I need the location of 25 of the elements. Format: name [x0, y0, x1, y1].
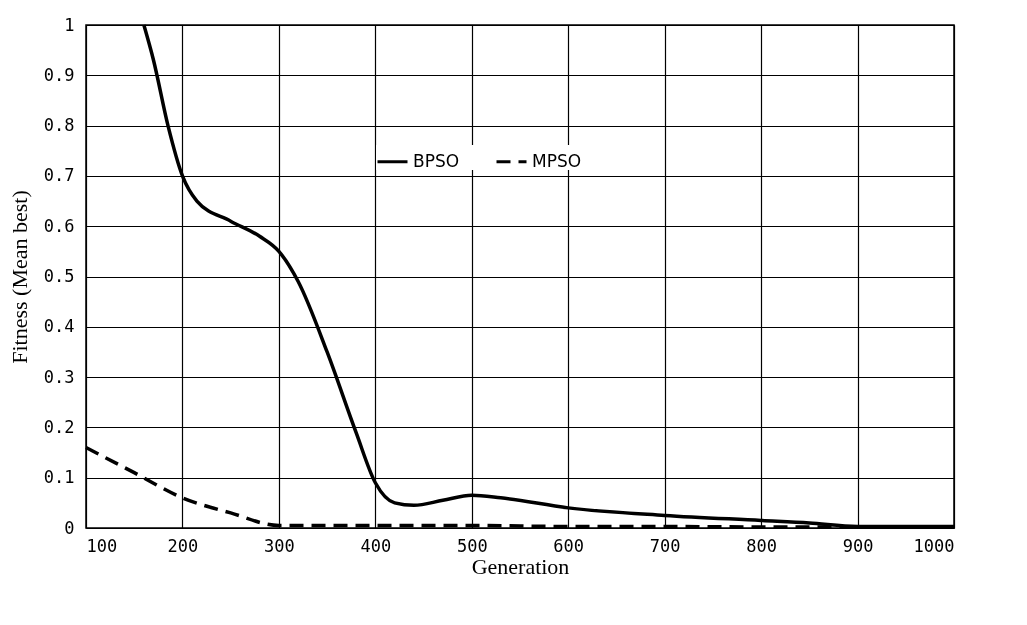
- legend-label: MPSO: [532, 150, 582, 171]
- x-tick-label: 200: [167, 535, 199, 556]
- x-tick-label: 600: [553, 535, 585, 556]
- y-tick-label: 0.6: [43, 215, 75, 236]
- y-tick-label: 0.3: [43, 366, 75, 387]
- y-tick-label: 0.8: [43, 115, 75, 136]
- y-tick-label: 1: [64, 14, 75, 35]
- y-tick-label: 0.5: [43, 266, 75, 286]
- x-tick-label: 300: [264, 535, 295, 556]
- y-tick-label: 0: [64, 517, 75, 538]
- x-tick-label: 400: [360, 535, 392, 556]
- x-tick-label: 900: [842, 535, 874, 556]
- y-axis-title: Fitness (Mean best): [6, 190, 32, 364]
- y-tick-label: 0.7: [43, 165, 75, 186]
- y-tick-label: 0.9: [43, 64, 75, 85]
- x-tick-label: 1000: [913, 535, 955, 556]
- y-tick-label: 0.4: [43, 316, 75, 337]
- x-tick-label: 100: [86, 535, 118, 556]
- x-axis-title: Generation: [471, 553, 570, 579]
- legend-label: BPSO: [413, 150, 460, 171]
- y-tick-label: 0.1: [43, 467, 75, 488]
- x-tick-label: 800: [746, 535, 777, 556]
- y-tick-label: 0.2: [43, 416, 75, 437]
- x-tick-label: 500: [456, 535, 488, 556]
- x-tick-label: 700: [649, 535, 681, 556]
